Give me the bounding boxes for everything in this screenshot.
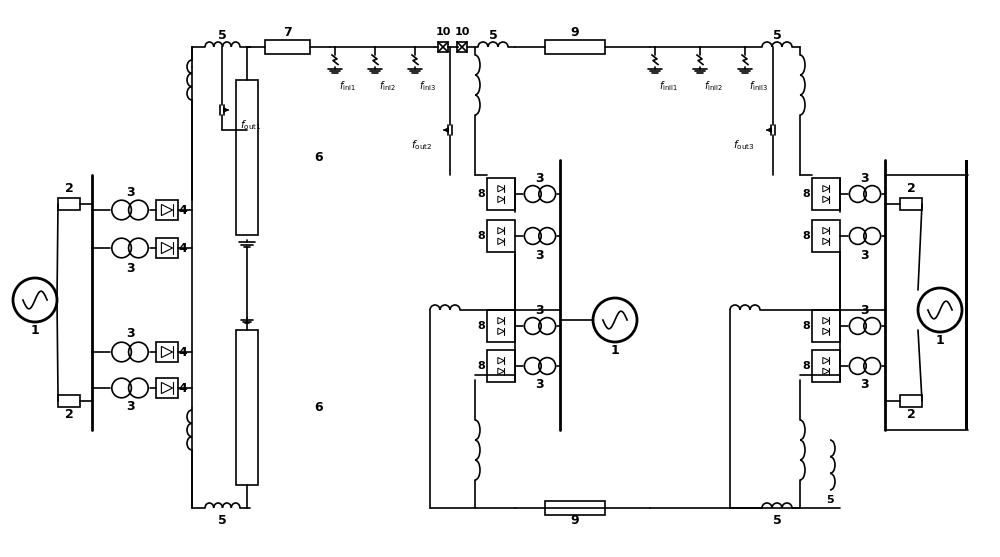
Polygon shape (823, 368, 829, 374)
Text: 8: 8 (477, 231, 485, 241)
Polygon shape (498, 328, 504, 335)
Text: 8: 8 (802, 231, 810, 241)
Text: 2: 2 (907, 408, 915, 422)
Polygon shape (823, 238, 829, 245)
Text: $f_{\mathrm{inI1}}$: $f_{\mathrm{inI1}}$ (339, 79, 356, 93)
Text: 5: 5 (489, 28, 497, 42)
Text: 8: 8 (802, 361, 810, 371)
Polygon shape (498, 368, 504, 374)
Text: 6: 6 (314, 151, 323, 164)
Polygon shape (823, 358, 829, 364)
Bar (438, 42, 448, 52)
Bar (545, 501, 605, 515)
Bar (900, 198, 922, 210)
Text: 1: 1 (936, 334, 944, 346)
Bar (487, 178, 515, 210)
Text: 5: 5 (218, 514, 226, 526)
Text: $f_{\mathrm{inII2}}$: $f_{\mathrm{inII2}}$ (704, 79, 723, 93)
Bar (812, 350, 840, 382)
Bar (965, 160, 968, 430)
Polygon shape (498, 317, 504, 324)
Bar (156, 342, 178, 362)
Polygon shape (161, 383, 173, 394)
Text: $f_{\mathrm{inII1}}$: $f_{\mathrm{inII1}}$ (659, 79, 678, 93)
Text: 8: 8 (802, 189, 810, 199)
Polygon shape (161, 242, 173, 253)
Text: 6: 6 (314, 401, 323, 414)
Polygon shape (498, 238, 504, 245)
Text: 3: 3 (126, 400, 134, 413)
Bar (487, 350, 515, 382)
Text: 4: 4 (179, 242, 187, 255)
Text: 10: 10 (435, 27, 451, 37)
Text: 3: 3 (126, 185, 134, 198)
Text: $f_{\mathrm{out2}}$: $f_{\mathrm{out2}}$ (411, 138, 432, 152)
Text: 8: 8 (802, 321, 810, 331)
Bar (236, 330, 258, 485)
Text: 3: 3 (536, 248, 544, 261)
Text: 2: 2 (65, 182, 73, 194)
Text: 8: 8 (477, 189, 485, 199)
Polygon shape (161, 204, 173, 216)
Bar (812, 178, 840, 210)
Text: 3: 3 (536, 304, 544, 316)
Bar (236, 80, 258, 235)
Text: 3: 3 (861, 248, 869, 261)
Polygon shape (823, 227, 829, 234)
Text: 9: 9 (571, 26, 579, 38)
Polygon shape (498, 185, 504, 192)
Bar (156, 200, 178, 220)
Bar (156, 378, 178, 398)
Bar (487, 220, 515, 252)
Text: 9: 9 (571, 514, 579, 526)
Text: 5: 5 (773, 28, 781, 42)
Polygon shape (823, 196, 829, 203)
Text: 4: 4 (179, 382, 187, 394)
Text: 4: 4 (179, 345, 187, 359)
Text: 2: 2 (65, 408, 73, 422)
Bar (812, 310, 840, 342)
Text: 1: 1 (31, 324, 39, 336)
Text: 1: 1 (611, 344, 619, 356)
Polygon shape (498, 227, 504, 234)
Polygon shape (823, 328, 829, 335)
Text: 5: 5 (826, 495, 834, 505)
Bar (900, 395, 922, 407)
Text: 10: 10 (454, 27, 470, 37)
Bar (156, 238, 178, 258)
Text: 3: 3 (861, 172, 869, 184)
Text: 8: 8 (477, 361, 485, 371)
Text: 5: 5 (218, 28, 226, 42)
Polygon shape (823, 185, 829, 192)
Text: 3: 3 (536, 172, 544, 184)
Bar (265, 40, 310, 54)
Text: 8: 8 (477, 321, 485, 331)
Text: 3: 3 (126, 261, 134, 275)
Polygon shape (498, 358, 504, 364)
Text: 4: 4 (179, 203, 187, 217)
Bar (545, 40, 605, 54)
Text: $f_{\mathrm{inI3}}$: $f_{\mathrm{inI3}}$ (419, 79, 436, 93)
Text: 3: 3 (536, 379, 544, 392)
Text: $f_{\mathrm{out1}}$: $f_{\mathrm{out1}}$ (240, 118, 262, 132)
Text: 3: 3 (861, 379, 869, 392)
Bar (58, 395, 80, 407)
Text: 3: 3 (861, 304, 869, 316)
Bar (58, 198, 80, 210)
Text: $f_{\mathrm{out3}}$: $f_{\mathrm{out3}}$ (733, 138, 755, 152)
Text: 2: 2 (907, 182, 915, 194)
Bar (487, 310, 515, 342)
Polygon shape (823, 317, 829, 324)
Text: 5: 5 (773, 514, 781, 526)
Text: 7: 7 (283, 26, 292, 38)
Text: $f_{\mathrm{inI2}}$: $f_{\mathrm{inI2}}$ (379, 79, 396, 93)
Bar (457, 42, 467, 52)
Polygon shape (498, 196, 504, 203)
Bar (812, 220, 840, 252)
Text: 3: 3 (126, 326, 134, 340)
Text: $f_{\mathrm{inII3}}$: $f_{\mathrm{inII3}}$ (749, 79, 768, 93)
Polygon shape (161, 346, 173, 358)
